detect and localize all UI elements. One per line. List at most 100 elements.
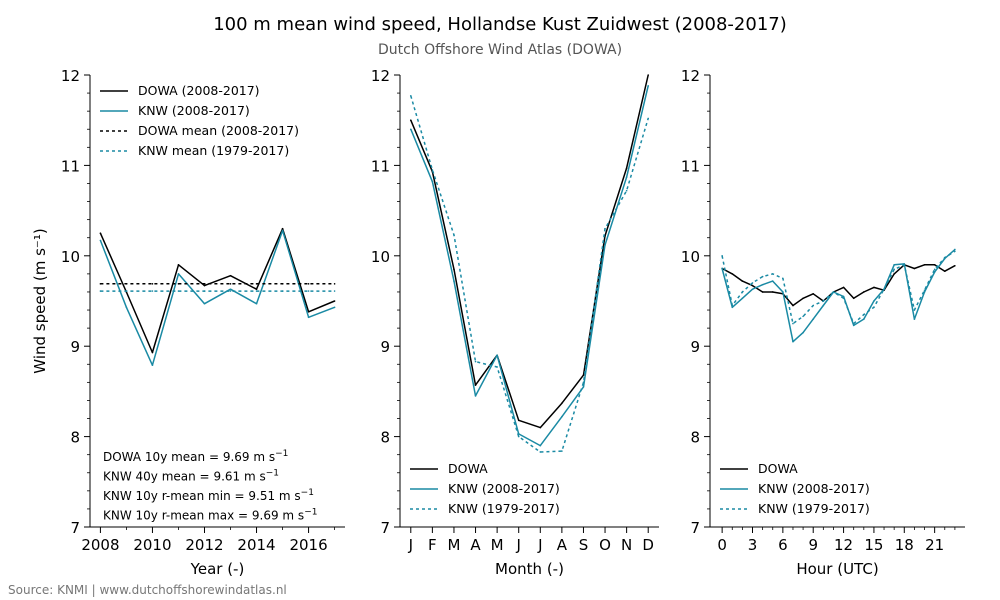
data-point (203, 284, 206, 287)
data-point (647, 117, 650, 120)
data-point (883, 288, 885, 291)
x-axis-label: Month (-) (495, 560, 564, 578)
data-point (741, 297, 744, 300)
legend-label: KNW (2008-2017) (448, 481, 560, 496)
data-point (203, 302, 206, 305)
data-point (802, 315, 804, 318)
stat-value: 9.61 m s (213, 470, 265, 484)
y-tick-label: 12 (681, 67, 700, 85)
data-point (873, 306, 875, 309)
data-point (474, 384, 477, 386)
data-point (561, 450, 563, 452)
y-tick-label: 12 (371, 67, 390, 85)
data-point (539, 444, 542, 447)
data-point (229, 274, 232, 277)
series-line-2 (721, 250, 956, 325)
data-point (863, 313, 865, 316)
data-point (255, 283, 258, 285)
data-point (842, 286, 845, 289)
data-point (822, 304, 825, 307)
data-point (741, 280, 744, 282)
data-point (151, 364, 154, 366)
y-tick-label: 7 (380, 519, 390, 537)
y-tick-label: 9 (380, 338, 390, 356)
stat-value: 9.51 m s (248, 489, 300, 503)
y-tick-label: 7 (70, 519, 80, 537)
data-point (255, 302, 258, 305)
data-point (409, 128, 412, 131)
y-tick-label: 10 (681, 248, 700, 266)
data-point (822, 300, 825, 302)
data-point (954, 250, 956, 253)
data-point (229, 290, 232, 292)
data-point (933, 268, 936, 271)
chart-panels: 7 8 9 10 11 12 2008 2010 2012 2014 2016 Year (-) Win… (31, 67, 965, 578)
data-point (647, 85, 650, 87)
data-point (761, 283, 764, 286)
data-point (903, 264, 906, 266)
series-line-0 (410, 74, 649, 429)
data-point (281, 283, 284, 285)
series-line-0 (721, 264, 956, 307)
data-point (893, 273, 895, 275)
data-point (281, 229, 284, 232)
legend-label: DOWA (758, 461, 798, 476)
y-tick-label: 8 (690, 429, 700, 447)
data-point (792, 304, 794, 307)
x-tick-label: M (491, 536, 504, 554)
x-tick-label: O (599, 536, 611, 554)
stat-unit-exponent: −1 (301, 488, 314, 498)
x-tick-label: 3 (748, 536, 758, 554)
data-point (177, 283, 180, 285)
data-point (812, 292, 815, 295)
stat-label: KNW 40y mean = (103, 470, 213, 484)
data-point (812, 318, 815, 320)
stat-unit-exponent: −1 (304, 508, 317, 518)
data-point (561, 402, 563, 404)
x-tick-label: J (537, 536, 542, 554)
data-point (954, 264, 956, 267)
data-point (333, 283, 336, 285)
series-line-1 (721, 248, 956, 343)
data-point (812, 304, 815, 307)
stat-unit-exponent: −1 (275, 449, 288, 459)
data-point (496, 354, 498, 357)
x-tick-label: S (579, 536, 589, 554)
data-point (625, 176, 628, 178)
data-point (751, 288, 754, 291)
data-point (842, 297, 845, 300)
x-axis-label: Hour (UTC) (796, 560, 878, 578)
data-point (453, 268, 455, 271)
data-point (474, 360, 477, 363)
data-point (721, 255, 723, 257)
data-point (307, 316, 310, 319)
data-point (782, 291, 784, 293)
data-point (802, 331, 804, 334)
x-tick-label: M (447, 536, 460, 554)
y-tick-label: 10 (371, 248, 390, 266)
data-point (604, 244, 606, 246)
figure-subtitle: Dutch Offshore Wind Atlas (DOWA) (378, 42, 622, 58)
data-point (721, 267, 723, 270)
data-point (873, 286, 875, 289)
data-point (229, 283, 232, 285)
y-tick-label: 11 (61, 157, 80, 175)
data-point (431, 180, 434, 183)
data-point (761, 275, 764, 278)
x-tick-label: D (642, 536, 654, 554)
data-point (99, 239, 102, 242)
data-point (842, 295, 845, 298)
data-point (539, 426, 542, 429)
data-point (307, 290, 310, 292)
y-tick-label: 9 (690, 338, 700, 356)
data-point (731, 306, 734, 309)
data-point (307, 311, 310, 313)
series-line-0 (99, 227, 335, 354)
data-point (792, 340, 794, 343)
legend-label: KNW (2008-2017) (138, 103, 250, 118)
data-point (125, 283, 128, 285)
stat-label: KNW 10y r-mean max = (103, 509, 252, 523)
data-point (943, 256, 946, 259)
stat-annotation: KNW 10y r-mean max = 9.69 m s−1 (103, 508, 317, 523)
